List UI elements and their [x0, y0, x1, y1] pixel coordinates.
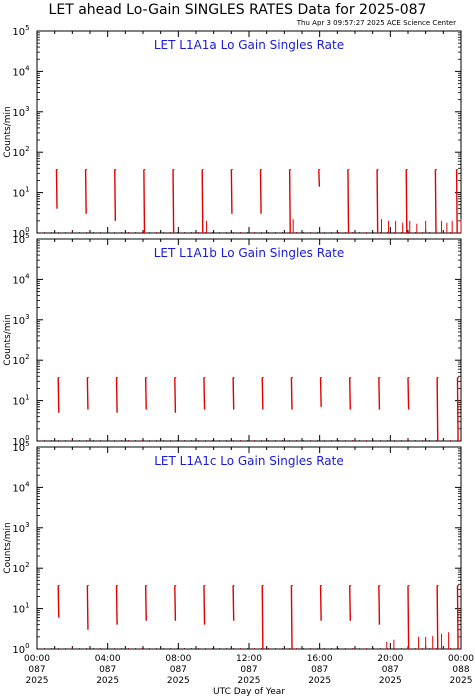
- data-spike: [378, 585, 381, 625]
- data-spike: [230, 169, 233, 214]
- x-tick-label: 2025: [379, 676, 402, 686]
- x-tick-label: 2025: [450, 676, 473, 686]
- plot-frame: [36, 30, 462, 234]
- data-spike: [405, 169, 408, 234]
- data-spike: [349, 585, 351, 621]
- data-spike: [319, 377, 322, 407]
- data-spike: [201, 169, 204, 234]
- y-axis-label: Counts/min: [3, 106, 13, 157]
- data-spike: [318, 169, 321, 187]
- y-tick-label: 103: [12, 105, 29, 119]
- x-tick-label: 087: [382, 665, 399, 675]
- y-tick-label: 101: [12, 186, 29, 200]
- y-tick-label: 105: [12, 440, 29, 454]
- x-tick-label: 087: [28, 665, 45, 675]
- data-spike: [84, 169, 87, 214]
- y-tick-label: 103: [12, 521, 29, 535]
- y-tick-label: 105: [12, 24, 29, 38]
- data-spike: [143, 169, 146, 234]
- data-spike: [172, 169, 175, 234]
- x-tick-label: 00:00: [24, 654, 50, 664]
- x-tick-label: 2025: [26, 676, 49, 686]
- y-tick-label: 104: [12, 64, 30, 78]
- data-spike: [232, 585, 235, 621]
- data-spike: [261, 377, 264, 410]
- data-spike: [261, 585, 264, 650]
- data-spike: [455, 169, 458, 234]
- x-tick-label: 2025: [308, 676, 331, 686]
- data-spike: [434, 169, 437, 234]
- y-tick-label: 104: [12, 480, 30, 494]
- data-spike: [144, 377, 147, 410]
- data-spike: [407, 585, 410, 650]
- data-spike: [436, 377, 439, 442]
- panel-title: LET L1A1c Lo Gain Singles Rate: [154, 454, 344, 468]
- data-spike: [86, 585, 89, 630]
- panel-title: LET L1A1b Lo Gain Singles Rate: [154, 246, 345, 260]
- x-tick-label: 087: [170, 665, 187, 675]
- x-tick-label: 2025: [167, 676, 190, 686]
- y-axis-label: Counts/min: [3, 314, 13, 365]
- data-spike: [290, 377, 293, 410]
- x-tick-label: 2025: [238, 676, 261, 686]
- x-tick-label: 087: [99, 665, 116, 675]
- data-spike: [259, 169, 262, 214]
- y-tick-label: 102: [12, 145, 29, 159]
- plot-frame: [36, 446, 462, 650]
- data-spike: [376, 169, 379, 234]
- data-spike: [349, 377, 351, 410]
- data-spike: [288, 169, 291, 234]
- data-spike: [347, 169, 350, 234]
- x-tick-label: 087: [240, 665, 257, 675]
- panel-title: LET L1A1a Lo Gain Singles Rate: [154, 38, 344, 52]
- data-spike: [55, 169, 58, 209]
- y-tick-label: 103: [12, 313, 29, 327]
- data-spike: [114, 169, 117, 221]
- data-spike: [144, 585, 147, 621]
- data-spike: [290, 585, 293, 650]
- data-spike: [174, 585, 177, 621]
- data-spike: [57, 377, 60, 413]
- x-tick-label: 16:00: [307, 654, 333, 664]
- figure-title: LET ahead Lo-Gain SINGLES RATES Data for…: [48, 2, 427, 18]
- data-spike: [174, 377, 177, 413]
- x-tick-label: 088: [452, 665, 469, 675]
- data-spike: [456, 377, 459, 442]
- data-spike: [232, 377, 235, 410]
- x-tick-label: 08:00: [165, 654, 191, 664]
- data-spike: [436, 585, 439, 650]
- y-tick-label: 105: [12, 232, 29, 246]
- plot-frame: [36, 238, 462, 442]
- data-spike: [115, 377, 118, 413]
- x-tick-label: 2025: [96, 676, 119, 686]
- data-spike: [378, 377, 381, 410]
- y-tick-label: 101: [12, 602, 29, 616]
- y-tick-label: 102: [12, 353, 29, 367]
- data-spike: [115, 585, 118, 625]
- data-spike: [86, 377, 89, 410]
- y-tick-label: 104: [12, 272, 30, 286]
- y-tick-label: 101: [12, 394, 29, 408]
- data-spike: [407, 377, 410, 410]
- data-spike: [319, 585, 322, 621]
- x-tick-label: 087: [311, 665, 328, 675]
- timestamp: Thu Apr 3 09:57:27 2025 ACE Science Cent…: [296, 19, 456, 27]
- data-spike: [456, 585, 459, 650]
- x-tick-label: 04:00: [95, 654, 121, 664]
- x-tick-label: 12:00: [236, 654, 262, 664]
- x-tick-label: 20:00: [377, 654, 403, 664]
- data-spike: [57, 585, 60, 618]
- x-axis-label: UTC Day of Year: [213, 687, 285, 697]
- y-axis-label: Counts/min: [3, 522, 13, 573]
- data-spike: [203, 585, 206, 625]
- x-tick-label: 00:00: [448, 654, 474, 664]
- data-spike: [203, 377, 206, 410]
- y-tick-label: 102: [12, 561, 29, 575]
